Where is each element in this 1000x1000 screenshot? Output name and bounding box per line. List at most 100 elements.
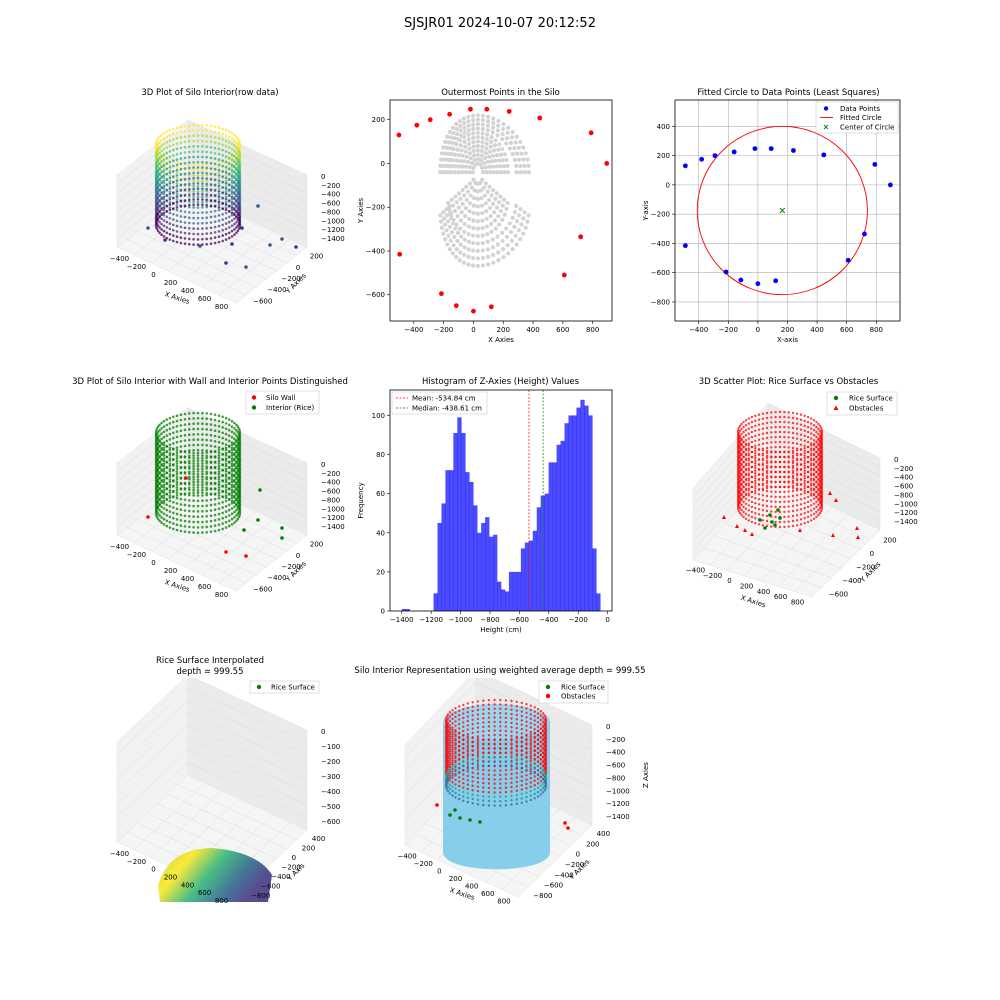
point <box>454 778 457 782</box>
point <box>533 792 536 796</box>
point <box>810 484 813 487</box>
point <box>183 210 187 214</box>
point <box>761 494 765 497</box>
point <box>493 738 496 741</box>
point <box>510 717 513 720</box>
point <box>201 472 204 476</box>
point <box>221 164 224 168</box>
interior-point <box>471 165 476 170</box>
point <box>744 512 748 515</box>
p7-title: Rice Surface Interpolated depth = 999.55 <box>155 656 265 677</box>
point <box>454 730 457 733</box>
point <box>458 770 461 774</box>
point <box>201 451 204 455</box>
point <box>168 443 172 447</box>
interior-point <box>470 263 476 268</box>
point <box>221 468 224 472</box>
interior-point <box>502 170 507 175</box>
point <box>750 510 754 514</box>
point <box>806 510 810 514</box>
point <box>183 487 187 490</box>
point <box>188 422 191 426</box>
interior-point <box>475 219 481 224</box>
point <box>224 128 228 132</box>
point <box>201 499 204 503</box>
point <box>815 455 818 459</box>
point <box>778 490 782 494</box>
data-point <box>773 278 779 284</box>
point <box>196 179 200 183</box>
point <box>224 457 228 460</box>
interior-point <box>504 141 509 146</box>
point <box>744 479 748 482</box>
point <box>168 128 172 132</box>
point <box>476 776 480 780</box>
point <box>544 734 547 737</box>
point <box>543 758 546 761</box>
point <box>165 503 169 507</box>
point <box>817 477 820 481</box>
interior-point <box>450 251 455 256</box>
point <box>230 182 234 185</box>
point <box>196 464 200 468</box>
point <box>201 134 204 137</box>
point <box>158 508 161 512</box>
point <box>740 462 743 466</box>
rice-surface-point <box>778 516 782 520</box>
point <box>783 415 786 419</box>
interior-point <box>471 177 476 182</box>
point <box>154 223 158 226</box>
point <box>162 224 166 228</box>
point <box>236 201 240 204</box>
interior-point <box>514 151 520 156</box>
point <box>175 214 179 217</box>
point <box>462 734 465 737</box>
point <box>787 441 790 444</box>
point <box>466 759 469 762</box>
interior-point <box>468 155 473 161</box>
x-tick-label: 200 <box>497 326 510 334</box>
y-tick-label: 400 <box>312 835 325 843</box>
point <box>448 735 452 738</box>
interior-point <box>512 157 517 162</box>
point <box>462 795 465 798</box>
point <box>201 491 204 495</box>
point <box>238 210 242 214</box>
point <box>770 525 773 528</box>
point <box>192 499 195 503</box>
point <box>525 778 528 781</box>
point <box>205 428 208 431</box>
point <box>154 152 158 155</box>
interior-point <box>448 135 453 140</box>
grid-line <box>116 461 308 518</box>
point <box>454 759 457 762</box>
point <box>217 419 221 423</box>
point <box>820 433 823 437</box>
point <box>209 237 213 240</box>
point <box>448 744 452 747</box>
point <box>765 436 769 440</box>
point <box>448 792 452 795</box>
point <box>750 455 754 459</box>
point <box>175 147 179 151</box>
point <box>817 497 820 501</box>
point <box>227 146 231 149</box>
point <box>541 742 545 746</box>
point <box>818 499 822 502</box>
point <box>737 488 740 492</box>
y-tick-label: 200 <box>310 541 323 549</box>
point <box>236 169 240 172</box>
point <box>168 480 172 484</box>
point <box>539 723 543 726</box>
obstacle-point <box>435 803 439 807</box>
point <box>235 466 238 469</box>
point <box>236 468 240 471</box>
point <box>799 413 803 416</box>
point <box>196 531 200 534</box>
p5-histogram: −1400 −1200 −1000 −800 −600 −400 −200 002040608… <box>357 389 613 634</box>
point <box>783 505 786 509</box>
interior-point <box>475 156 481 162</box>
point <box>236 174 240 178</box>
point <box>747 454 750 457</box>
point <box>217 465 221 468</box>
